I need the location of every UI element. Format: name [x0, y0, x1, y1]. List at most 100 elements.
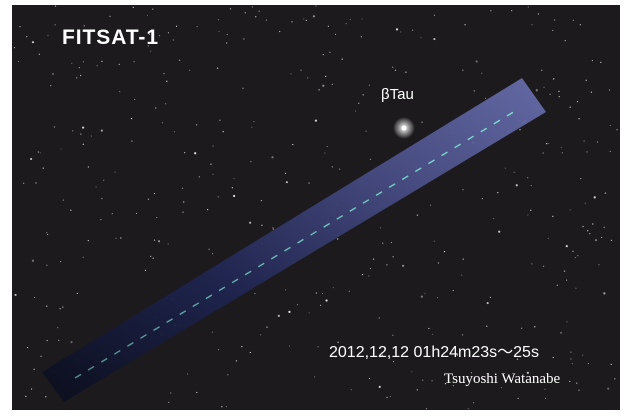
- star: [103, 179, 105, 181]
- star: [411, 29, 414, 31]
- star: [452, 289, 454, 292]
- star: [47, 35, 49, 37]
- star: [331, 83, 333, 85]
- star: [58, 339, 60, 341]
- star: [172, 39, 174, 41]
- flash: [257, 262, 265, 268]
- star: [279, 30, 281, 33]
- star: [475, 60, 478, 63]
- star: [616, 129, 618, 131]
- star: [167, 243, 169, 245]
- star: [166, 80, 168, 82]
- star: [530, 184, 532, 187]
- star: [100, 129, 103, 132]
- star: [182, 211, 184, 213]
- star: [216, 67, 219, 69]
- star: [111, 213, 113, 215]
- star: [271, 156, 274, 159]
- star: [603, 226, 605, 228]
- star: [305, 19, 307, 21]
- star: [221, 406, 223, 408]
- star: [547, 237, 549, 240]
- star: [401, 264, 405, 267]
- star: [178, 59, 181, 61]
- star: [582, 354, 584, 356]
- star: [183, 201, 185, 203]
- star: [399, 95, 401, 97]
- star: [577, 255, 579, 257]
- star: [100, 219, 102, 221]
- star: [187, 373, 189, 375]
- flash: [388, 183, 396, 189]
- star: [243, 38, 245, 40]
- flash: [126, 342, 134, 347]
- star: [601, 236, 603, 239]
- flash: [336, 214, 344, 220]
- star: [131, 140, 133, 142]
- flash: [218, 286, 226, 292]
- star: [88, 30, 90, 32]
- flash: [467, 135, 475, 141]
- star: [82, 126, 85, 129]
- star: [444, 383, 447, 385]
- star: [235, 360, 238, 362]
- star: [436, 296, 439, 299]
- star: [576, 101, 579, 103]
- star: [549, 93, 551, 95]
- star: [596, 141, 599, 143]
- star: [578, 389, 580, 391]
- star: [144, 269, 147, 271]
- star: [170, 392, 172, 394]
- star: [319, 304, 322, 306]
- star: [261, 224, 263, 226]
- star: [361, 18, 363, 20]
- flash: [205, 294, 213, 300]
- star: [593, 196, 596, 199]
- star: [39, 152, 41, 154]
- star: [553, 78, 555, 80]
- star: [592, 223, 594, 225]
- star: [486, 301, 489, 305]
- star: [511, 10, 513, 12]
- star: [217, 349, 220, 351]
- star: [83, 25, 85, 27]
- star: [327, 25, 329, 27]
- star: [251, 6, 254, 8]
- star: [350, 389, 352, 391]
- star: [72, 130, 74, 132]
- flash: [100, 357, 108, 363]
- star: [284, 172, 287, 174]
- flash: [310, 230, 317, 236]
- star: [153, 192, 156, 195]
- star: [392, 334, 394, 336]
- flash: [166, 318, 173, 324]
- flash: [113, 349, 121, 355]
- star: [150, 255, 152, 258]
- star: [542, 152, 544, 154]
- star: [308, 182, 310, 184]
- star: [516, 358, 519, 360]
- star: [531, 24, 533, 26]
- star: [582, 225, 584, 228]
- star: [554, 19, 556, 21]
- star: [608, 89, 611, 91]
- star: [563, 270, 566, 272]
- star: [609, 150, 611, 153]
- star: [222, 131, 224, 133]
- star: [576, 382, 578, 384]
- star: [208, 248, 210, 250]
- star: [531, 263, 533, 265]
- star: [249, 351, 251, 354]
- star: [473, 90, 475, 92]
- star: [498, 230, 501, 233]
- flash: [493, 119, 501, 125]
- star: [292, 143, 294, 146]
- flash: [270, 254, 278, 260]
- star: [255, 16, 257, 18]
- star: [467, 407, 469, 410]
- flash: [284, 246, 291, 252]
- star: [570, 351, 572, 353]
- star: [26, 347, 29, 349]
- star: [258, 10, 260, 12]
